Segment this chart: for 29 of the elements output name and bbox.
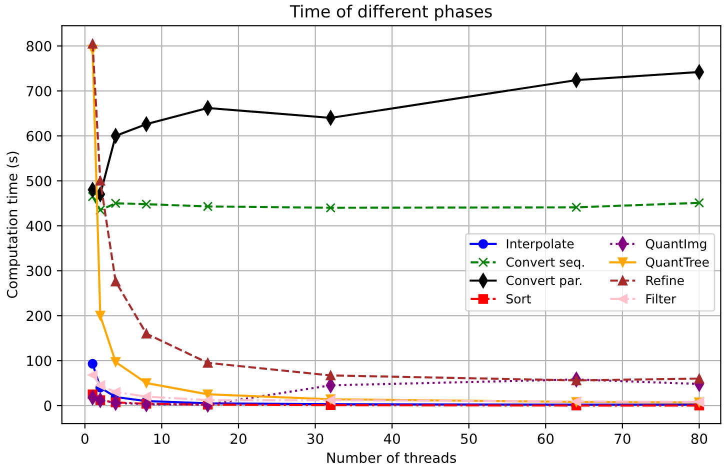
y-tick-label: 600 [26, 130, 52, 142]
x-tick-label: 20 [230, 434, 246, 444]
legend-label: Convert seq. [506, 257, 584, 270]
y-axis-title: Computation time (s) [6, 152, 20, 298]
x-tick-label: 70 [614, 434, 630, 444]
chart-title: Time of different phases [290, 4, 492, 21]
y-tick-label: 500 [26, 176, 52, 186]
y-tick-label: 0 [44, 400, 52, 412]
legend-label: QuantTree [646, 257, 709, 268]
x-tick-label: 80 [691, 434, 708, 444]
x-tick-label: 10 [154, 434, 170, 444]
legend-label: Interpolate [506, 238, 574, 251]
y-tick-label: 400 [26, 220, 52, 232]
y-tick-label: 200 [26, 310, 52, 322]
legend-label: Sort [506, 294, 532, 304]
x-tick-label: 60 [538, 434, 554, 444]
legend-label: Convert par. [506, 276, 582, 288]
x-tick-label: 40 [384, 434, 400, 444]
x-tick-label: 30 [308, 434, 324, 444]
legend-label: QuantImg [646, 239, 706, 251]
y-tick-label: 800 [26, 40, 52, 52]
legend-label: Filter [646, 294, 676, 304]
x-tick-label: 0 [81, 434, 88, 444]
y-tick-label: 300 [26, 266, 52, 276]
y-tick-label: 700 [26, 86, 52, 96]
x-tick-label: 50 [461, 434, 477, 444]
x-axis-title: Number of threads [327, 452, 456, 464]
y-tick-label: 100 [27, 356, 52, 366]
legend-label: Refine [646, 276, 684, 286]
